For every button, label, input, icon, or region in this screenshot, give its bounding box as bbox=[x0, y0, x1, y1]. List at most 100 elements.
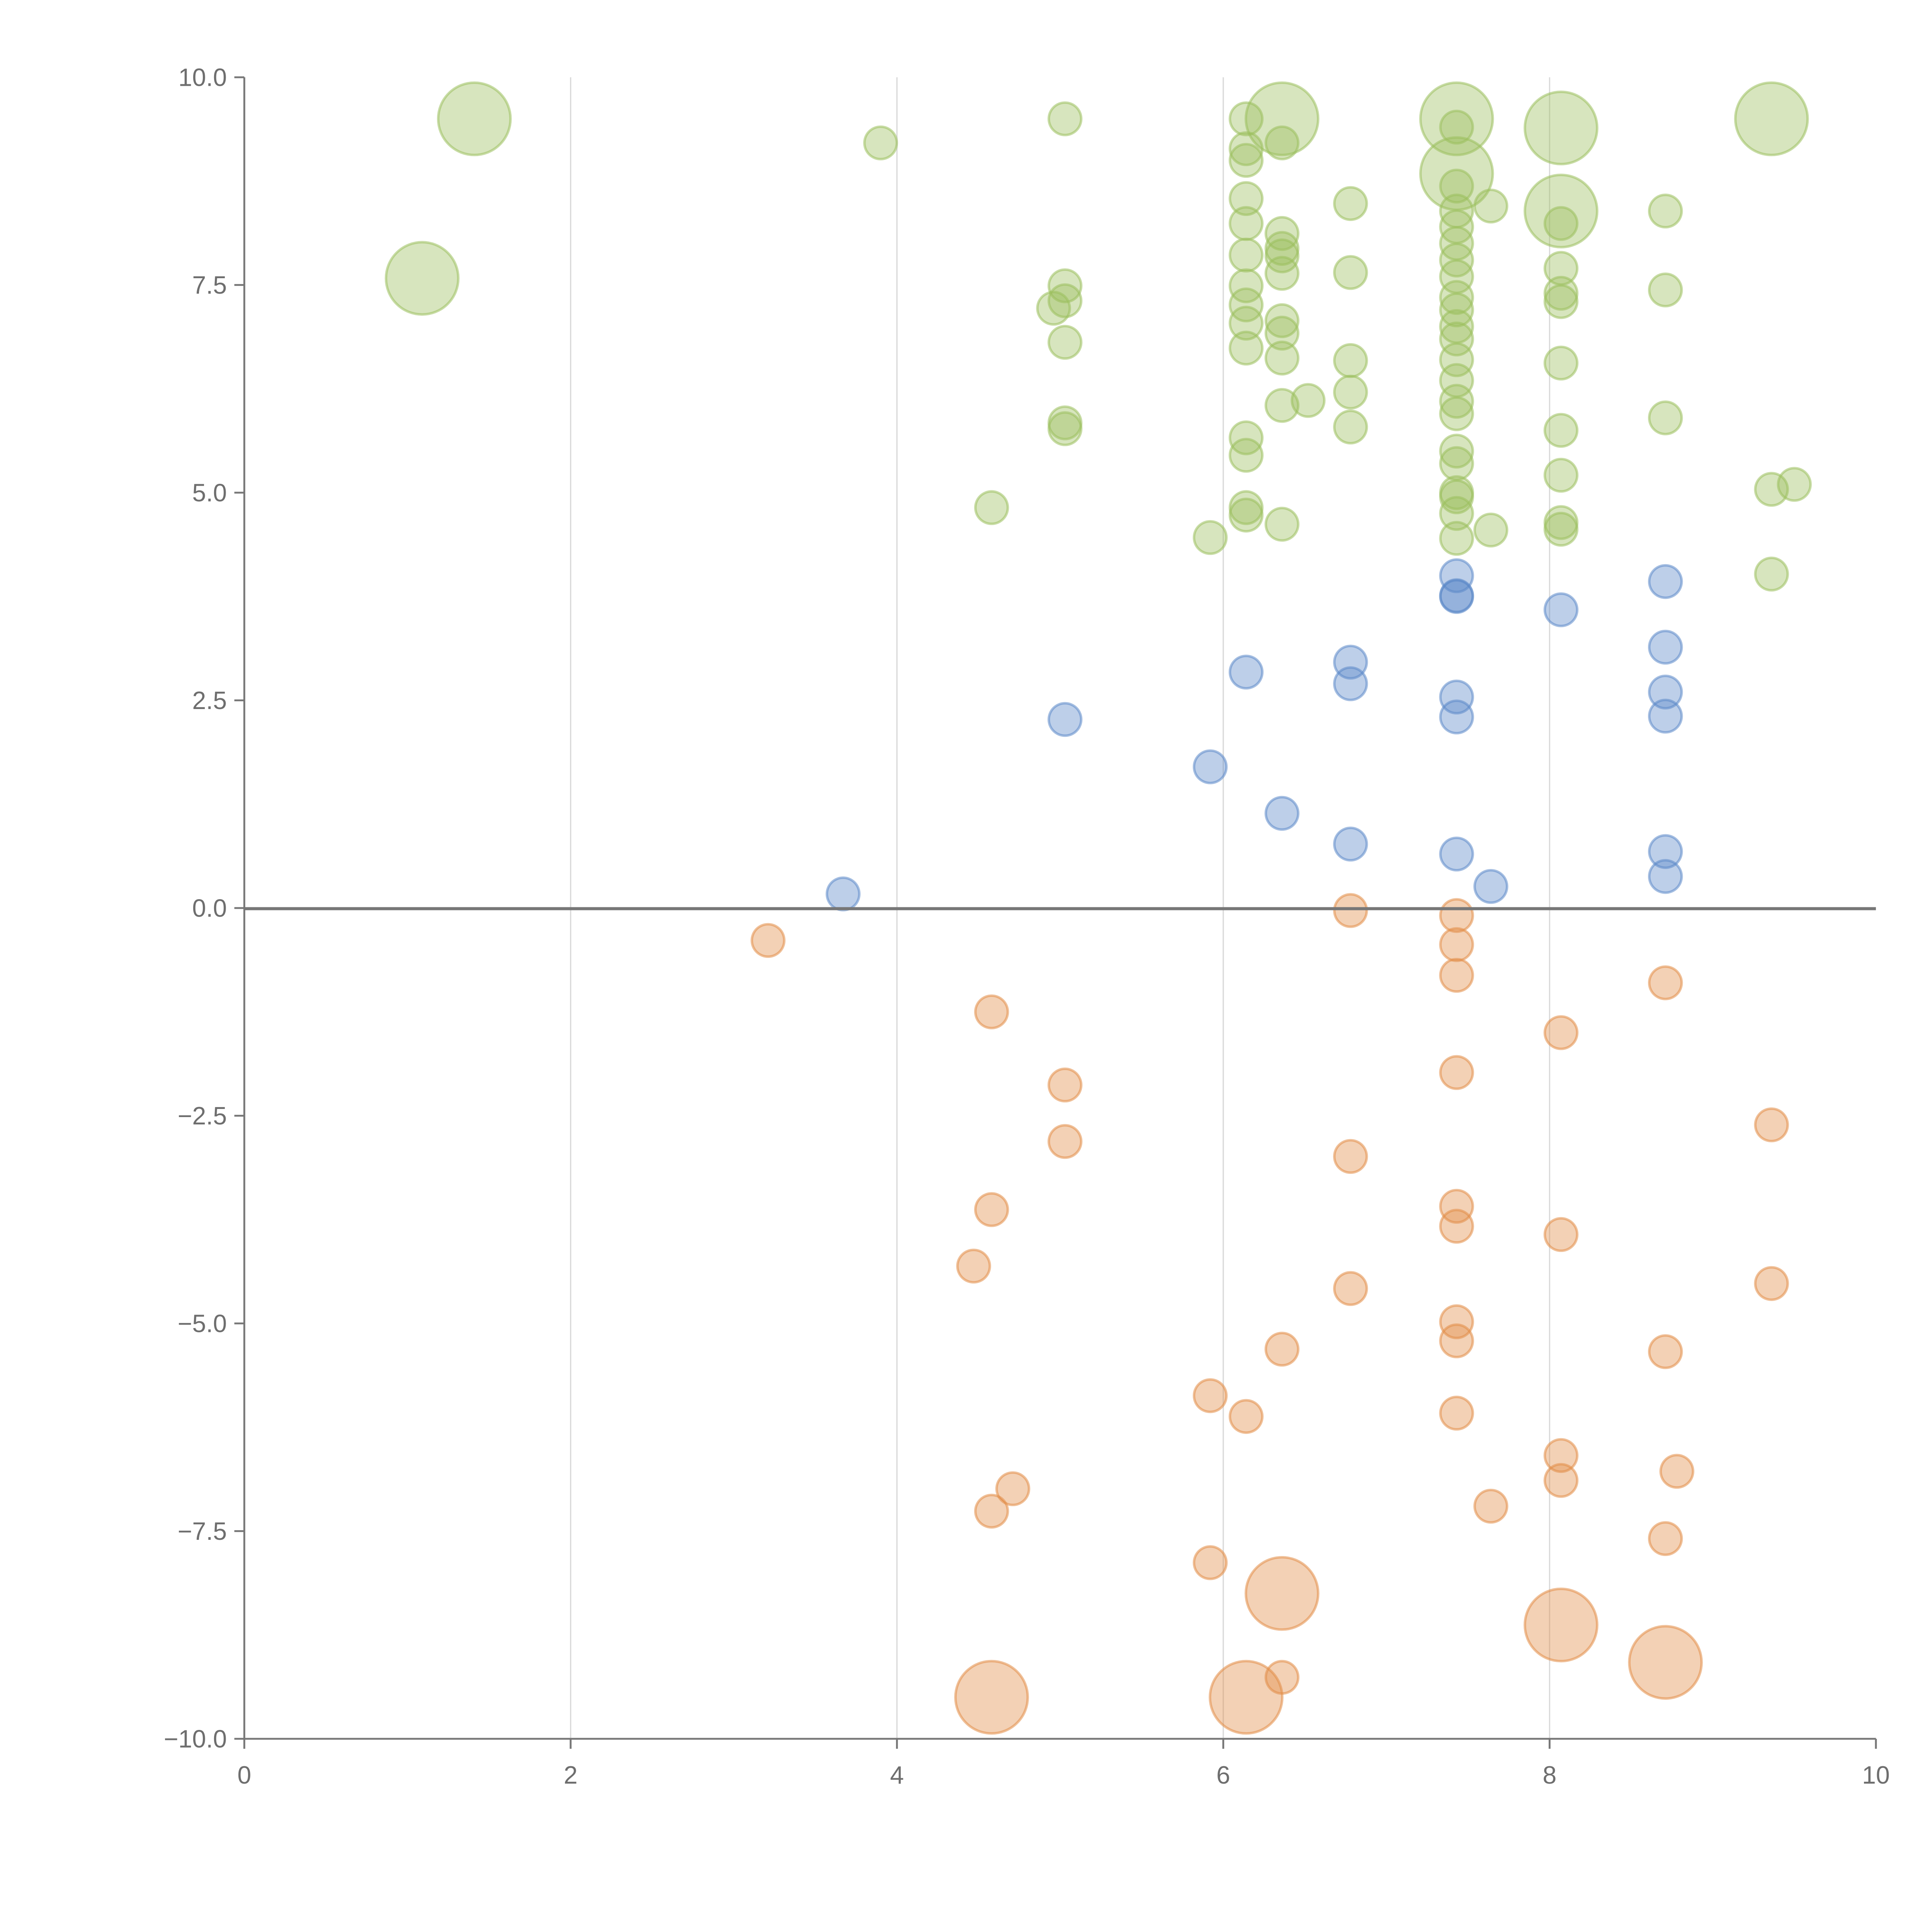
data-point-low[interactable] bbox=[1754, 1107, 1789, 1143]
data-point-low[interactable] bbox=[956, 1248, 991, 1284]
data-point-low[interactable] bbox=[1543, 1463, 1579, 1498]
data-point-high[interactable] bbox=[1524, 173, 1599, 248]
data-point-high[interactable] bbox=[1048, 268, 1083, 303]
data-point-high[interactable] bbox=[1228, 438, 1264, 473]
data-point-high[interactable] bbox=[1228, 143, 1264, 178]
data-point-high[interactable] bbox=[1473, 512, 1509, 548]
data-point-mid[interactable] bbox=[1543, 592, 1579, 628]
data-point-mid[interactable] bbox=[1439, 578, 1474, 613]
data-point-high[interactable] bbox=[1048, 101, 1083, 136]
data-point-low[interactable] bbox=[1439, 1304, 1474, 1339]
data-point-mid[interactable] bbox=[1048, 702, 1083, 737]
data-point-high[interactable] bbox=[1543, 457, 1579, 493]
data-point-high[interactable] bbox=[384, 241, 460, 316]
data-point-high[interactable] bbox=[1543, 276, 1579, 311]
data-point-high[interactable] bbox=[1228, 181, 1264, 216]
data-point-high[interactable] bbox=[1439, 396, 1474, 431]
data-point-high[interactable] bbox=[1192, 520, 1228, 555]
data-point-high[interactable] bbox=[1264, 303, 1299, 338]
data-point-high[interactable] bbox=[1264, 340, 1299, 376]
data-point-high[interactable] bbox=[1439, 384, 1474, 419]
data-point-low[interactable] bbox=[1543, 1438, 1579, 1473]
data-point-high[interactable] bbox=[1439, 434, 1474, 469]
data-point-high[interactable] bbox=[1228, 206, 1264, 241]
data-point-high[interactable] bbox=[1264, 507, 1299, 542]
data-point-low[interactable] bbox=[1648, 1334, 1683, 1369]
data-point-high[interactable] bbox=[1648, 400, 1683, 435]
data-point-high[interactable] bbox=[1228, 497, 1264, 533]
data-point-high[interactable] bbox=[1648, 193, 1683, 229]
data-point-high[interactable] bbox=[1439, 168, 1474, 204]
data-point-high[interactable] bbox=[1439, 446, 1474, 481]
data-point-low[interactable] bbox=[995, 1471, 1031, 1507]
data-point-high[interactable] bbox=[1264, 316, 1299, 351]
data-point-high[interactable] bbox=[1543, 345, 1579, 381]
data-point-high[interactable] bbox=[1648, 272, 1683, 308]
data-point-high[interactable] bbox=[1228, 268, 1264, 303]
data-point-low[interactable] bbox=[974, 1192, 1009, 1227]
data-point-high[interactable] bbox=[1333, 255, 1368, 290]
data-point-high[interactable] bbox=[1419, 81, 1494, 156]
data-point-low[interactable] bbox=[1439, 1323, 1474, 1359]
data-point-low[interactable] bbox=[1245, 1556, 1320, 1631]
data-point-high[interactable] bbox=[1439, 109, 1474, 145]
data-point-high[interactable] bbox=[1777, 467, 1812, 502]
data-point-low[interactable] bbox=[1439, 1396, 1474, 1431]
data-point-high[interactable] bbox=[1439, 280, 1474, 315]
data-point-high[interactable] bbox=[1543, 413, 1579, 448]
data-point-mid[interactable] bbox=[1473, 869, 1509, 904]
data-point-high[interactable] bbox=[1264, 388, 1299, 423]
data-point-high[interactable] bbox=[1264, 256, 1299, 291]
data-point-low[interactable] bbox=[1473, 1488, 1509, 1524]
data-point-mid[interactable] bbox=[1648, 834, 1683, 869]
data-point-high[interactable] bbox=[1439, 521, 1474, 556]
data-point-low[interactable] bbox=[1648, 1521, 1683, 1556]
data-point-low[interactable] bbox=[1439, 957, 1474, 993]
data-point-mid[interactable] bbox=[1648, 674, 1683, 710]
data-point-low[interactable] bbox=[1209, 1660, 1284, 1735]
data-point-low[interactable] bbox=[1439, 898, 1474, 933]
data-point-high[interactable] bbox=[1333, 343, 1368, 378]
data-point-high[interactable] bbox=[1048, 325, 1083, 360]
data-point-low[interactable] bbox=[1628, 1625, 1703, 1700]
data-point-high[interactable] bbox=[1754, 556, 1789, 592]
data-point-low[interactable] bbox=[1228, 1399, 1264, 1434]
data-point-mid[interactable] bbox=[1648, 564, 1683, 599]
data-point-low[interactable] bbox=[1439, 1055, 1474, 1090]
data-point-high[interactable] bbox=[1333, 409, 1368, 445]
data-point-high[interactable] bbox=[1048, 411, 1083, 446]
data-point-low[interactable] bbox=[954, 1660, 1029, 1735]
data-point-low[interactable] bbox=[1439, 1209, 1474, 1244]
data-point-high[interactable] bbox=[1264, 125, 1299, 161]
data-point-high[interactable] bbox=[1333, 186, 1368, 221]
data-point-high[interactable] bbox=[863, 125, 898, 161]
data-point-high[interactable] bbox=[1228, 287, 1264, 323]
data-point-mid[interactable] bbox=[1192, 749, 1228, 784]
data-point-high[interactable] bbox=[1036, 291, 1071, 326]
data-point-high[interactable] bbox=[1264, 231, 1299, 266]
data-point-high[interactable] bbox=[1228, 131, 1264, 167]
data-point-high[interactable] bbox=[1734, 81, 1809, 156]
data-point-low[interactable] bbox=[1524, 1587, 1599, 1663]
data-point-high[interactable] bbox=[1228, 237, 1264, 273]
data-point-mid[interactable] bbox=[1648, 859, 1683, 894]
data-point-low[interactable] bbox=[1543, 1015, 1579, 1050]
data-point-low[interactable] bbox=[1264, 1332, 1299, 1367]
data-point-low[interactable] bbox=[1333, 893, 1368, 928]
data-point-high[interactable] bbox=[1543, 284, 1579, 319]
data-point-low[interactable] bbox=[1754, 1266, 1789, 1301]
data-point-high[interactable] bbox=[1524, 90, 1599, 165]
data-point-low[interactable] bbox=[1048, 1124, 1083, 1159]
data-point-high[interactable] bbox=[1543, 512, 1579, 547]
data-point-mid[interactable] bbox=[1439, 699, 1474, 735]
data-point-mid[interactable] bbox=[1648, 699, 1683, 734]
data-point-high[interactable] bbox=[1291, 383, 1326, 418]
data-point-mid[interactable] bbox=[1439, 837, 1474, 872]
data-point-high[interactable] bbox=[1473, 189, 1509, 224]
data-point-low[interactable] bbox=[1192, 1545, 1228, 1580]
data-point-mid[interactable] bbox=[1264, 796, 1299, 831]
data-point-low[interactable] bbox=[1648, 965, 1683, 1000]
data-point-low[interactable] bbox=[750, 923, 786, 958]
data-point-low[interactable] bbox=[1333, 1139, 1368, 1174]
data-point-mid[interactable] bbox=[1648, 629, 1683, 665]
